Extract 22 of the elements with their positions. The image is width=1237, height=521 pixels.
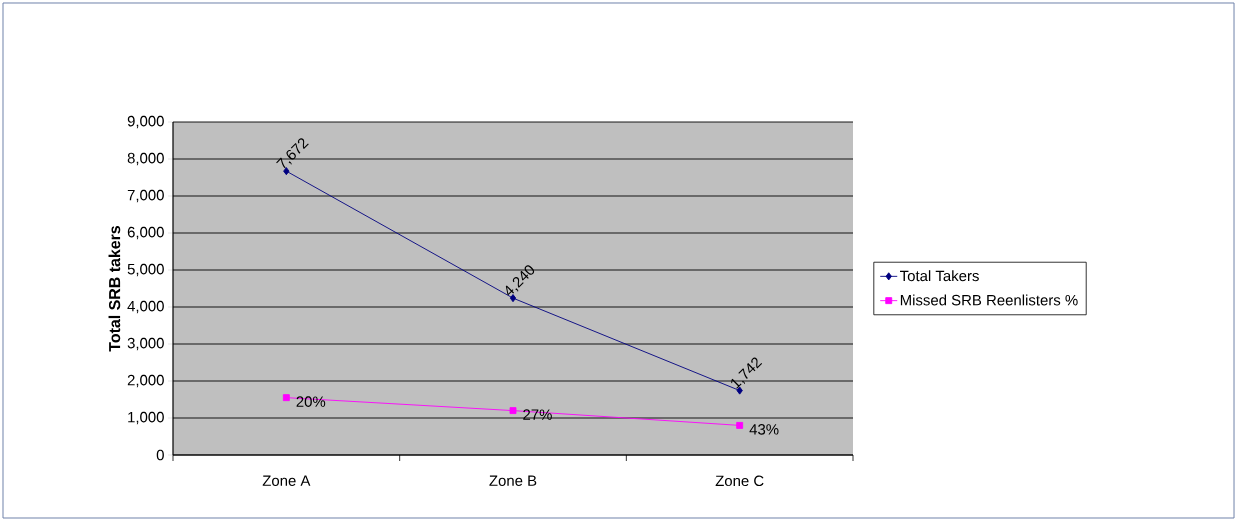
x-tick-label: Zone C xyxy=(715,475,764,487)
y-tick-label: 1,000 xyxy=(128,411,164,425)
y-tick-label: 5,000 xyxy=(127,263,164,277)
y-tick-label: 0 xyxy=(156,449,164,461)
y-tick-label: 7,000 xyxy=(127,189,164,203)
point xyxy=(736,421,744,429)
point xyxy=(282,394,290,402)
y-tick-label: 9,000 xyxy=(127,115,164,129)
legend-label: Total Takers xyxy=(900,270,979,282)
x-tick-label: Zone A xyxy=(262,475,311,486)
y-tick-label: 3,000 xyxy=(127,337,164,351)
annotation: 27% xyxy=(523,409,552,420)
y-tick-label: 8,000 xyxy=(127,152,164,166)
y-tick-label: 2,000 xyxy=(127,374,164,388)
y-axis-title: Total SRB takers xyxy=(108,225,121,352)
annotation: 20% xyxy=(296,396,326,407)
point xyxy=(509,407,517,415)
y-tick-label: 6,000 xyxy=(127,226,164,240)
y-tick-label: 4,000 xyxy=(127,300,164,314)
annotation: 43% xyxy=(749,424,779,435)
x-tick-label: Zone B xyxy=(489,475,537,486)
legend-label: Missed SRB Reenlisters % xyxy=(900,294,1078,306)
